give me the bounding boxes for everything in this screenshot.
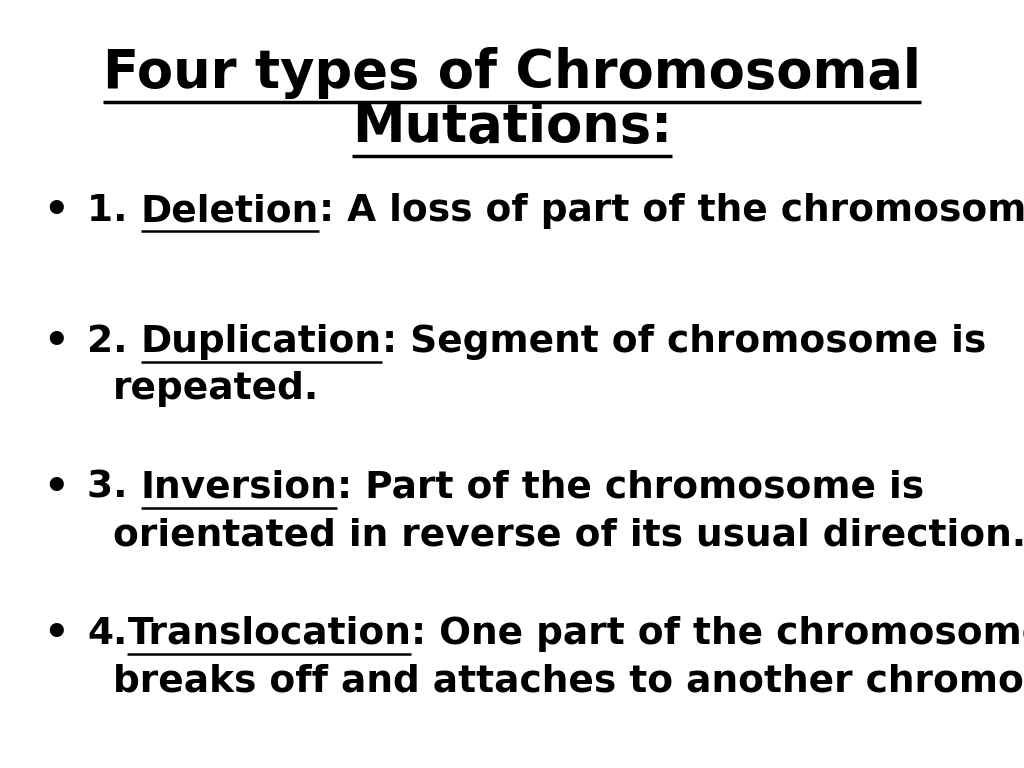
Text: : A loss of part of the chromosome.: : A loss of part of the chromosome. xyxy=(318,194,1024,229)
Text: repeated.: repeated. xyxy=(113,372,318,407)
Text: •: • xyxy=(43,468,70,508)
Text: orientated in reverse of its usual direction.: orientated in reverse of its usual direc… xyxy=(113,518,1024,553)
Text: •: • xyxy=(43,614,70,654)
Text: •: • xyxy=(43,191,70,231)
Text: Deletion: Deletion xyxy=(140,194,318,229)
Text: Mutations:: Mutations: xyxy=(352,101,672,153)
Text: : Part of the chromosome is: : Part of the chromosome is xyxy=(337,470,925,505)
Text: •: • xyxy=(43,322,70,362)
Text: 2.: 2. xyxy=(87,324,140,359)
Text: breaks off and attaches to another chromosome: breaks off and attaches to another chrom… xyxy=(113,664,1024,699)
Text: Translocation: Translocation xyxy=(127,616,412,651)
Text: : One part of the chromosome: : One part of the chromosome xyxy=(412,616,1024,651)
Text: Four types of Chromosomal: Four types of Chromosomal xyxy=(103,47,921,99)
Text: Duplication: Duplication xyxy=(140,324,382,359)
Text: 3.: 3. xyxy=(87,470,140,505)
Text: 4.: 4. xyxy=(87,616,127,651)
Text: : Segment of chromosome is: : Segment of chromosome is xyxy=(382,324,986,359)
Text: Inversion: Inversion xyxy=(140,470,337,505)
Text: 1.: 1. xyxy=(87,194,140,229)
